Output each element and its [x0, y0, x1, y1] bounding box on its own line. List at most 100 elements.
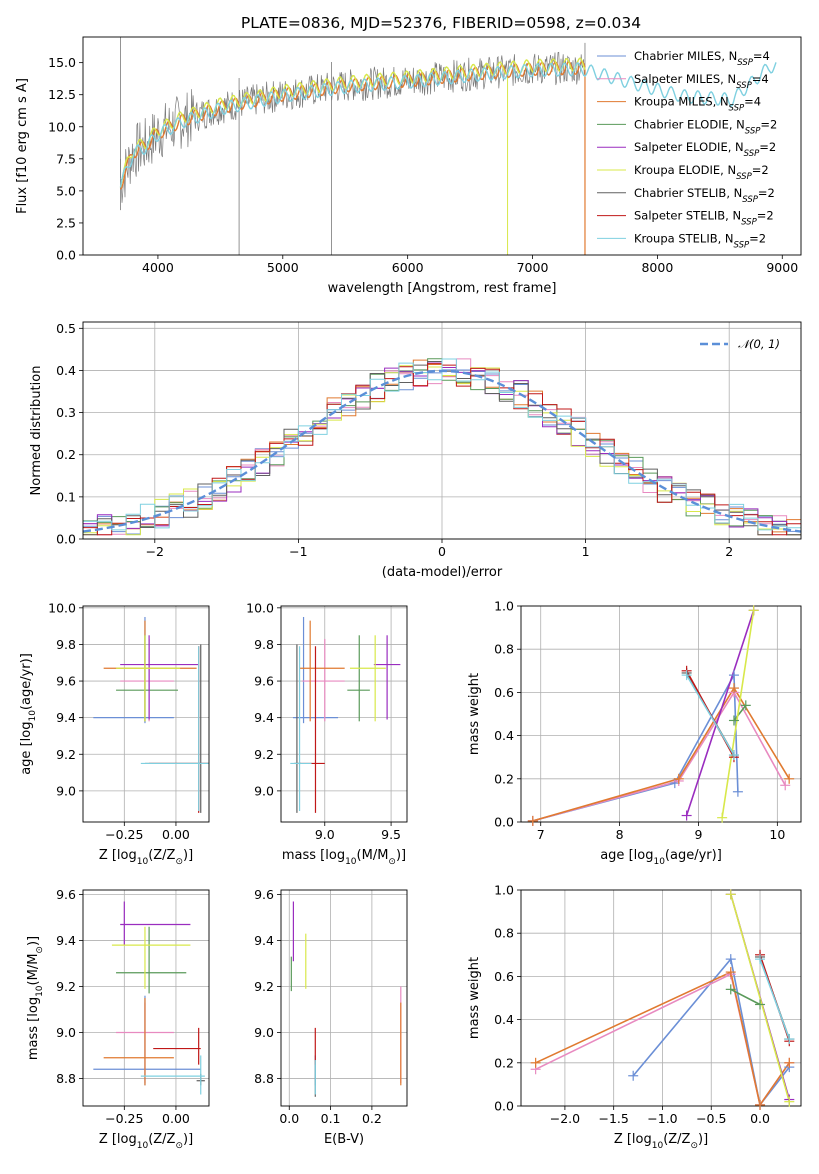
legend-entry-subscript: SSP — [734, 240, 750, 250]
y-tick-label: 2.5 — [56, 215, 76, 230]
legend-entry-count: =2 — [757, 209, 774, 223]
x-axis-label: Z [log10(Z/Z⊙)] — [99, 1132, 193, 1151]
weight-vs-z-panel: −2.0 −1.5 −1.0 −0.5 0.0 0.0 0.2 0.4 0.6 0.8 1.0 Z [… — [467, 883, 802, 1151]
weight-vs-z-panel-grid — [521, 889, 801, 1107]
x-tick-label: 2 — [725, 544, 733, 559]
legend-entry-count: =4 — [752, 72, 769, 86]
histogram-step-line — [83, 358, 801, 531]
y-tick-label: 0.4 — [56, 363, 76, 378]
legend-entry-subscript: SSP — [729, 104, 745, 114]
x-axis-label: Z [log10(Z/Z⊙)] — [614, 1132, 708, 1151]
x-tick-label: 0 — [438, 544, 446, 559]
legend-entry-count: =4 — [753, 49, 770, 63]
y-tick-label: 0.3 — [56, 405, 76, 420]
x-axis-label: wavelength [Angstrom, rest frame] — [328, 281, 557, 296]
age-vs-z-panel-grid — [83, 606, 209, 822]
legend-entry: Chabrier MILES, NSSP=4 — [634, 49, 770, 68]
x-axis-label: (data-model)/error — [382, 565, 503, 580]
x-tick-label: 7000 — [517, 260, 549, 275]
normal-reference-curve — [83, 369, 801, 533]
y-axis-label: Flux [fλ10−17 erg cm−2 s−1 A−1] — [15, 78, 30, 214]
y-tick-label: 0.6 — [494, 685, 514, 700]
x-tick-label: 9.5 — [381, 827, 401, 842]
y-tick-label: 0.4 — [494, 728, 514, 743]
x-tick-label: 0.00 — [162, 1111, 190, 1126]
weight-series-line — [532, 690, 786, 822]
y-tick-label: 15.0 — [48, 55, 76, 70]
mass-vs-z-panel: −0.25 0.00 8.8 9.0 9.2 9.4 9.6 Z [log10(Z/Z⊙)] m… — [26, 887, 210, 1151]
x-tick-label: 4000 — [142, 260, 174, 275]
residual-panel: −2 −1 0 1 2 0.0 0.1 0.2 0.3 0.4 0.5 (data-model)/er… — [29, 321, 802, 580]
legend-entry-subscript: SSP — [736, 172, 752, 182]
y-tick-label: 0.2 — [494, 771, 514, 786]
x-tick-label: 9 — [694, 827, 702, 842]
spectrum-panel-plot-area — [119, 37, 777, 255]
legend-entry: Salpeter STELIB, NSSP=2 — [634, 209, 774, 228]
x-tick-label: 0.0 — [750, 1111, 770, 1126]
y-tick-label: 9.6 — [254, 674, 274, 689]
y-tick-label: 5.0 — [56, 183, 76, 198]
y-tick-label: 0.6 — [494, 969, 514, 984]
y-tick-label: 0.0 — [56, 532, 76, 547]
residual-legend: 𝒩(0, 1) — [700, 337, 780, 351]
legend-entry: Salpeter MILES, NSSP=4 — [634, 72, 769, 91]
y-tick-label: 0.1 — [56, 489, 76, 504]
y-tick-label: 10.0 — [246, 600, 274, 615]
mass-vs-z-panel-plot-area — [93, 901, 205, 1095]
y-tick-label: 9.0 — [254, 783, 274, 798]
y-tick-label: 9.6 — [254, 887, 274, 902]
mass-vs-ebv-panel-frame — [280, 889, 408, 1107]
y-tick-label: 9.2 — [254, 979, 274, 994]
mass-vs-ebv-panel-grid — [281, 890, 407, 1106]
legend-entry-name: Kroupa MILES, N — [634, 95, 729, 109]
legend-entry-name: Kroupa ELODIE, N — [634, 163, 736, 177]
legend-entry-name: Chabrier MILES, N — [634, 49, 737, 63]
y-tick-label: 1.0 — [494, 883, 514, 898]
legend-entry-subscript: SSP — [744, 149, 760, 159]
y-tick-label: 9.8 — [254, 637, 274, 652]
legend-entry-name: Salpeter ELODIE, N — [634, 140, 744, 154]
legend-entry: Chabrier ELODIE, NSSP=2 — [634, 117, 777, 136]
y-axis-label: age [log10(age/yr)] — [19, 653, 38, 775]
weight-series-line — [685, 674, 735, 756]
legend-entry-subscript: SSP — [736, 81, 752, 91]
spectrum-panel-frame — [82, 36, 802, 256]
weight-vs-age-panel-frame — [520, 605, 802, 823]
legend-entry: Kroupa MILES, NSSP=4 — [634, 95, 761, 114]
y-tick-label: 9.4 — [56, 933, 76, 948]
x-tick-label: 9.0 — [315, 827, 335, 842]
mass-vs-ebv-panel-plot-area — [290, 901, 402, 1097]
weight-series-line — [733, 704, 747, 721]
y-tick-label: 9.0 — [56, 783, 76, 798]
weight-vs-age-panel-grid — [521, 605, 801, 823]
weight-series-line — [535, 970, 790, 1106]
x-tick-label: 6000 — [392, 260, 424, 275]
age-vs-mass-panel-plot-area — [290, 616, 401, 813]
y-tick-label: 0.2 — [494, 1055, 514, 1070]
y-tick-label: 9.6 — [56, 674, 76, 689]
age-vs-mass-panel: 9.0 9.5 9.0 9.2 9.4 9.6 9.8 10.0 mass [log10(M/M… — [246, 600, 408, 867]
y-tick-label: 8.8 — [254, 1071, 274, 1086]
weight-series-line — [632, 957, 790, 1106]
legend-entry: Chabrier STELIB, NSSP=2 — [634, 186, 775, 205]
x-tick-label: −1.0 — [647, 1111, 677, 1126]
legend-entry: 𝒩(0, 1) — [738, 337, 780, 351]
weight-series-line — [759, 958, 791, 1040]
x-tick-label: −0.5 — [696, 1111, 726, 1126]
x-axis-label: E(B-V) — [324, 1132, 364, 1147]
legend-entry-count: =2 — [759, 140, 776, 154]
weight-series-line — [730, 894, 791, 1102]
y-tick-label: 12.5 — [48, 87, 76, 102]
weight-series-line — [532, 672, 739, 822]
y-tick-label: 9.2 — [254, 747, 274, 762]
y-tick-label: 1.0 — [494, 599, 514, 614]
y-axis-label: mass [log10(M/M⊙)] — [26, 936, 45, 1060]
y-tick-label: 9.4 — [254, 933, 274, 948]
legend-entry-count: =2 — [749, 231, 766, 245]
y-axis-label: mass weight — [467, 957, 482, 1039]
age-vs-mass-panel-frame — [280, 605, 408, 823]
y-tick-label: 9.0 — [56, 1025, 76, 1040]
legend-entry-count: =2 — [752, 163, 769, 177]
x-tick-label: 8 — [616, 827, 624, 842]
